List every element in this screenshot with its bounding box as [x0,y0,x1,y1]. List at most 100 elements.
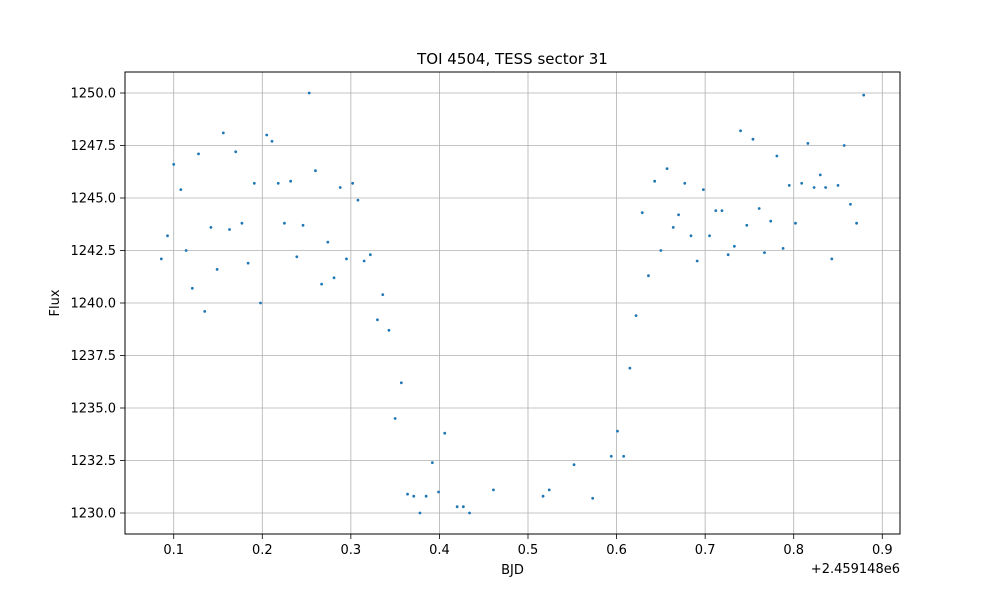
data-points [159,91,866,515]
data-point [677,213,680,217]
data-point [430,461,434,464]
x-tick-label: 0.6 [606,543,627,558]
data-point [461,505,465,509]
data-point [824,186,827,189]
data-point [197,152,200,156]
data-point [739,129,742,133]
data-point [376,318,379,322]
data-point [265,133,269,137]
data-point [787,184,791,187]
data-point [259,301,262,305]
data-point [855,221,858,225]
x-tick-label: 0.7 [695,543,716,558]
data-point [732,244,736,248]
data-point [320,282,324,286]
data-point [665,167,669,171]
data-point [836,184,840,187]
data-point [179,188,183,192]
x-tick-label: 0.1 [163,543,184,558]
y-tick-label: 1230.0 [71,507,117,522]
data-point [492,488,495,492]
x-tick-label: 0.5 [518,543,539,558]
data-point [671,226,675,229]
data-point [368,253,372,257]
data-point [634,314,638,317]
data-point [591,496,595,500]
data-point [338,186,342,189]
y-tick-label: 1240.0 [71,297,117,312]
x-tick-label: 0.9 [872,543,893,558]
data-point [726,253,730,257]
data-point [406,492,409,496]
data-point [351,181,355,185]
y-axis-label: Flux [48,289,63,316]
data-point [647,274,650,278]
data-point [190,286,194,290]
data-point [276,181,280,185]
data-point [332,276,336,280]
data-point [362,259,366,263]
y-tick-label: 1242.5 [71,244,117,259]
y-tick-label: 1232.5 [71,454,117,469]
data-point [215,268,219,271]
data-point [221,131,225,135]
data-point [775,154,779,158]
data-point [159,257,163,261]
data-point [399,381,403,385]
data-point [326,240,330,244]
data-point [683,181,687,185]
data-point [203,310,207,313]
data-point [781,247,785,250]
data-point [172,163,176,166]
data-point [794,221,797,225]
data-point [418,511,422,515]
data-point [234,150,238,154]
data-point [622,454,626,458]
x-tick-label: 0.2 [252,543,273,558]
data-point [653,179,657,183]
data-point [307,91,311,95]
y-tick-label: 1245.0 [71,192,117,207]
data-point [437,490,440,494]
data-point [541,494,545,498]
data-point [295,255,299,259]
data-point [842,144,846,147]
data-point [818,173,822,177]
data-point [659,249,663,252]
data-point [387,328,391,332]
data-point [689,234,693,238]
data-point [246,261,250,265]
y-tick-label: 1235.0 [71,402,117,417]
data-point [283,221,286,225]
y-tick-label: 1247.5 [71,139,117,154]
x-axis-ticks: 0.1 0.2 0.3 0.4 0.5 0.6 0.7 0.8 0.9 [163,534,893,558]
data-point [720,209,724,213]
data-point [806,142,810,145]
data-point [862,93,866,97]
data-point [763,251,766,255]
y-axis-ticks: 1230.0 1232.5 1235.0 1237.5 1240.0 1242.5 1245… [71,87,125,522]
y-tick-label: 1237.5 [71,349,117,364]
data-point [714,209,718,213]
data-point [166,234,169,238]
data-point [289,179,293,183]
x-axis-offset-label: +2.459148e6 [811,562,900,577]
data-point [695,259,699,263]
data-point [424,494,428,498]
data-point [345,257,348,261]
data-point [812,186,816,189]
data-point [830,257,834,261]
x-tick-label: 0.8 [783,543,804,558]
data-point [270,139,274,143]
x-tick-label: 0.3 [341,543,362,558]
data-point [252,181,256,185]
data-point [745,223,749,227]
data-point [572,463,576,467]
data-point [209,226,213,229]
data-point [616,429,619,433]
data-point [640,211,644,215]
x-tick-label: 0.4 [429,543,450,558]
data-point [356,198,360,202]
